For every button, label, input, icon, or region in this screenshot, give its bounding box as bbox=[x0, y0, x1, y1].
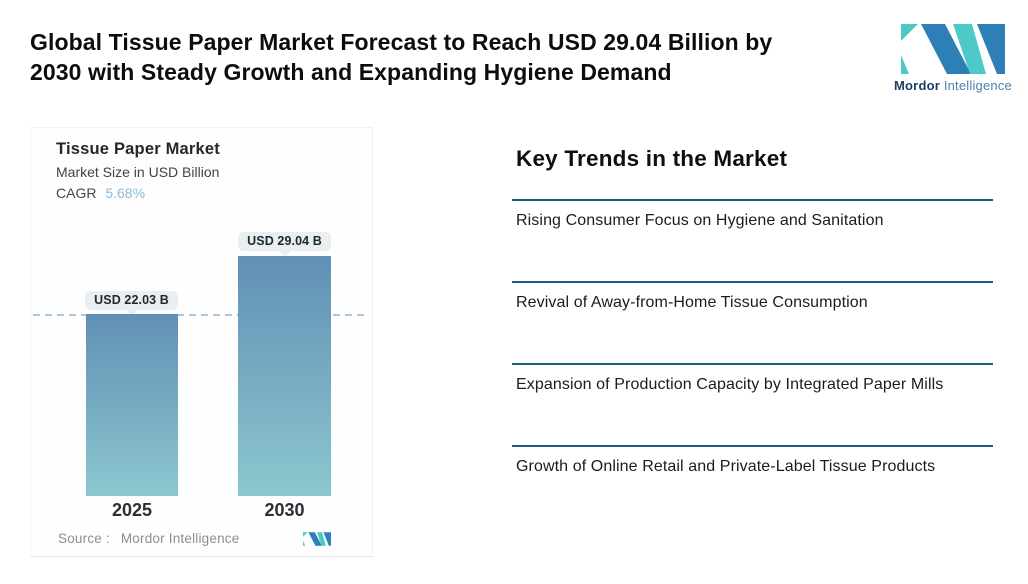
chart-title: Tissue Paper Market bbox=[56, 140, 220, 158]
cagr-label: CAGR bbox=[56, 185, 97, 201]
cagr-value: 5.68% bbox=[105, 185, 146, 201]
trend-divider bbox=[512, 199, 993, 201]
page-title-line2: 2030 with Steady Growth and Expanding Hy… bbox=[30, 58, 672, 85]
source-row: Source : Mordor Intelligence bbox=[58, 531, 239, 546]
cagr-row: CAGR 5.68% bbox=[56, 185, 145, 201]
trend-row: Growth of Online Retail and Private-Labe… bbox=[512, 445, 993, 525]
chart-subtitle: Market Size in USD Billion bbox=[56, 164, 220, 180]
trend-divider bbox=[512, 363, 993, 365]
bar-2025 bbox=[86, 314, 178, 496]
trend-item-label: Rising Consumer Focus on Hygiene and San… bbox=[516, 212, 884, 229]
year-label-2025: 2025 bbox=[111, 500, 153, 520]
source-label: Source : bbox=[58, 531, 110, 546]
trend-item-label: Growth of Online Retail and Private-Labe… bbox=[516, 458, 936, 475]
trend-row: Expansion of Production Capacity by Inte… bbox=[512, 363, 993, 443]
trend-row: Rising Consumer Focus on Hygiene and San… bbox=[512, 199, 993, 279]
key-trends-heading: Key Trends in the Market bbox=[516, 146, 788, 171]
reference-dashed-line bbox=[33, 314, 367, 316]
trend-item-label: Expansion of Production Capacity by Inte… bbox=[516, 376, 944, 393]
chart-card: Tissue Paper Market Market Size in USD B… bbox=[30, 127, 373, 557]
mini-mordor-logo-icon bbox=[303, 532, 331, 546]
mordor-logo-icon bbox=[901, 24, 1005, 74]
year-label-2030: 2030 bbox=[264, 500, 305, 520]
value-badge-2025: USD 22.03 B bbox=[85, 291, 178, 316]
brand-name: Mordor Intelligence bbox=[893, 78, 1013, 93]
brand-name-light: Intelligence bbox=[943, 78, 1012, 93]
bar-2030 bbox=[238, 256, 331, 496]
trend-item-label: Revival of Away-from-Home Tissue Consump… bbox=[516, 294, 868, 311]
value-badge-2030: USD 29.04 B bbox=[238, 232, 331, 257]
page-title-line1: Global Tissue Paper Market Forecast to R… bbox=[30, 29, 773, 55]
page-title: Global Tissue Paper Market Forecast to R… bbox=[30, 28, 860, 87]
trend-row: Revival of Away-from-Home Tissue Consump… bbox=[512, 281, 993, 361]
source-value: Mordor Intelligence bbox=[120, 531, 240, 546]
trend-divider bbox=[512, 445, 993, 447]
brand-logo: Mordor Intelligence bbox=[893, 24, 1013, 93]
trend-divider bbox=[512, 281, 993, 283]
brand-name-bold: Mordor bbox=[894, 78, 940, 93]
